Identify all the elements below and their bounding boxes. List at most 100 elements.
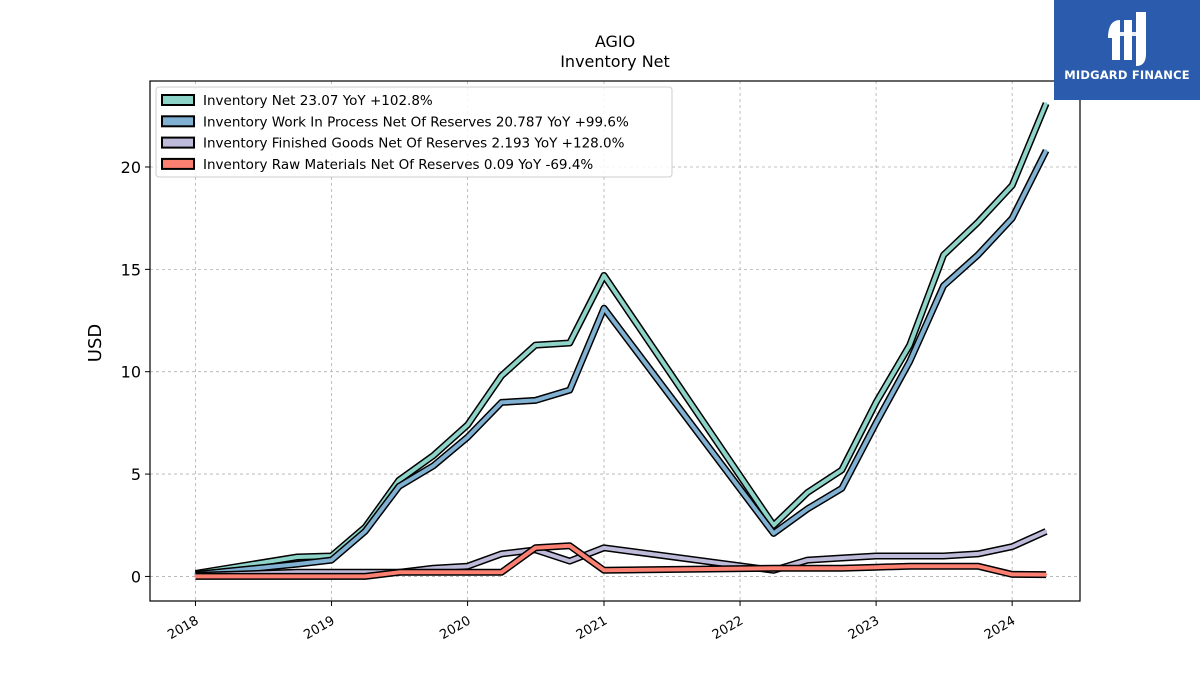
series-line bbox=[195, 543, 1047, 579]
series-point bbox=[296, 562, 299, 566]
y-tick-label: 10 bbox=[121, 363, 141, 382]
series-point bbox=[806, 558, 809, 562]
series-point bbox=[908, 343, 911, 347]
series-point bbox=[397, 571, 401, 574]
x-tick-label: 2024 bbox=[982, 613, 1018, 643]
series-point bbox=[500, 401, 503, 404]
legend-entry-label: Inventory Net 23.07 YoY +102.8% bbox=[203, 93, 433, 109]
series-point bbox=[568, 341, 571, 345]
series-point bbox=[1010, 545, 1014, 548]
x-tick-label: 2020 bbox=[437, 613, 473, 643]
series-point bbox=[432, 454, 435, 457]
series-point bbox=[602, 546, 606, 549]
y-tick-label: 5 bbox=[131, 465, 141, 484]
series-line-outline bbox=[195, 149, 1050, 578]
series-point bbox=[908, 554, 911, 558]
series-point bbox=[1044, 102, 1048, 105]
series-point bbox=[602, 274, 606, 277]
legend: Inventory Net 23.07 YoY +102.8% Inventory… bbox=[155, 86, 673, 178]
x-tick-label: 2018 bbox=[165, 613, 201, 643]
series-point bbox=[806, 491, 809, 494]
y-tick-label: 0 bbox=[131, 567, 141, 586]
series-point bbox=[942, 564, 945, 568]
x-tick-label: 2021 bbox=[574, 613, 610, 643]
series-point bbox=[500, 571, 503, 574]
y-ticks: 0 5 10 15 20 bbox=[121, 158, 150, 586]
series-point bbox=[942, 253, 945, 257]
series-point bbox=[602, 569, 606, 572]
series-point bbox=[1044, 573, 1048, 576]
legend-box bbox=[155, 86, 673, 178]
plot-frame bbox=[149, 80, 1081, 602]
x-tick-label: 2022 bbox=[710, 613, 746, 643]
series-point bbox=[466, 564, 469, 568]
series-point bbox=[874, 566, 878, 569]
series-point bbox=[1044, 149, 1048, 152]
series-point bbox=[568, 388, 571, 392]
series-point bbox=[1010, 184, 1014, 187]
brand-name: MIDGARD FINANCE bbox=[1064, 68, 1190, 82]
series-point bbox=[942, 554, 945, 558]
series-point bbox=[840, 468, 844, 472]
series-point bbox=[908, 360, 911, 363]
series-point bbox=[432, 464, 435, 468]
series-point bbox=[874, 401, 878, 404]
chart-subtitle: Inventory Net bbox=[560, 52, 670, 71]
series-point bbox=[1010, 573, 1014, 576]
x-tick-label: 2023 bbox=[846, 613, 882, 643]
series-point bbox=[976, 221, 980, 224]
series-point bbox=[806, 567, 809, 570]
series-point bbox=[363, 530, 367, 533]
series-point bbox=[568, 544, 571, 547]
series-group bbox=[194, 102, 1050, 580]
series-point bbox=[840, 567, 844, 570]
series-point bbox=[296, 555, 299, 559]
series-point bbox=[466, 571, 469, 574]
legend-swatch bbox=[161, 115, 195, 128]
series-point bbox=[500, 374, 503, 378]
y-tick-label: 20 bbox=[121, 158, 141, 177]
x-tick-label: 2019 bbox=[301, 613, 337, 643]
series-point bbox=[330, 558, 333, 562]
chart-title: AGIO bbox=[595, 32, 635, 51]
series-point bbox=[772, 567, 775, 570]
series-point bbox=[330, 575, 333, 578]
x-ticks: 2018 2019 2020 2021 2022 2023 2024 bbox=[165, 601, 1018, 643]
series-point bbox=[194, 575, 197, 578]
series-point bbox=[874, 421, 878, 425]
series-point bbox=[500, 552, 503, 556]
legend-entry-label: Inventory Raw Materials Net Of Reserves … bbox=[203, 157, 593, 173]
legend-entry-label: Inventory Finished Goods Net Of Reserves… bbox=[203, 136, 625, 152]
series-point bbox=[908, 564, 911, 568]
legend-swatch bbox=[161, 94, 195, 106]
series-point bbox=[466, 423, 469, 427]
legend-entry-label: Inventory Work In Process Net Of Reserve… bbox=[203, 114, 629, 130]
series-point bbox=[942, 284, 945, 287]
series-line bbox=[195, 149, 1048, 577]
series-point bbox=[296, 575, 299, 578]
legend-swatch bbox=[161, 136, 195, 149]
series-point bbox=[806, 507, 809, 511]
series-point bbox=[534, 546, 537, 549]
series-point bbox=[534, 399, 537, 402]
series-point bbox=[1010, 216, 1014, 220]
series-point bbox=[602, 307, 606, 310]
series-point bbox=[772, 524, 775, 527]
brand-logo-box: MIDGARD FINANCE bbox=[1054, 0, 1200, 100]
y-tick-label: 15 bbox=[121, 260, 141, 279]
series-point bbox=[534, 343, 537, 347]
y-axis-label: USD bbox=[85, 324, 106, 362]
series-point bbox=[976, 552, 980, 556]
series-point bbox=[874, 554, 878, 558]
brand-logo-icon bbox=[1108, 12, 1146, 66]
series-point bbox=[840, 556, 844, 560]
series-point bbox=[363, 575, 367, 578]
series-point bbox=[466, 436, 469, 439]
series-point bbox=[397, 479, 401, 482]
series-point bbox=[397, 485, 401, 488]
series-point bbox=[840, 487, 844, 490]
series-point bbox=[568, 559, 571, 563]
legend-swatch bbox=[161, 157, 195, 170]
series-point bbox=[976, 564, 980, 568]
